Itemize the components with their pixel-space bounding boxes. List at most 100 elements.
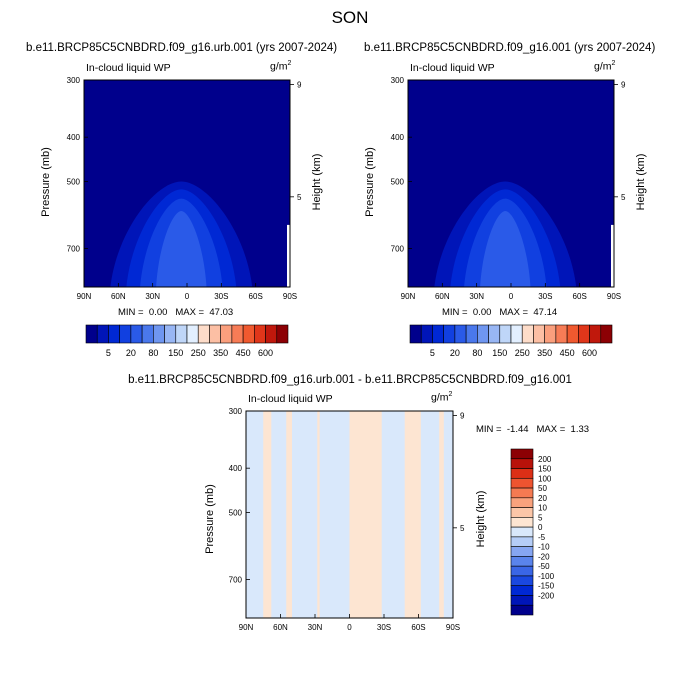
panel-3-colorbar-box <box>510 448 534 460</box>
panel-1-units-base: g/m <box>270 60 288 73</box>
panel-3-colorbar-box <box>510 526 534 538</box>
panel-3-colorbar-box <box>510 595 534 606</box>
panel-1-colorbar-box <box>254 324 266 344</box>
panel-1-colorbar-label: 250 <box>191 348 206 358</box>
panel-3-colorbar-box <box>510 546 534 557</box>
panel-3-colorbar-box <box>510 585 534 596</box>
panel-3-positive-band <box>439 411 444 618</box>
panel-1-ytick-label: 500 <box>67 178 81 187</box>
panel-1-units-exp: 2 <box>287 60 292 67</box>
panel-2-xtick-label: 30N <box>469 292 484 301</box>
panel-1-colorbar-box <box>242 324 255 344</box>
panel-2-colorbar-box <box>578 324 590 344</box>
panel-3-positive-band <box>317 411 320 618</box>
panel-1-max: 47.03 <box>209 307 234 318</box>
panel-2-colorbar-label: 600 <box>582 348 597 358</box>
panel-1-min-label: MIN = <box>118 307 144 318</box>
panel-3-units-exp: 2 <box>448 391 453 398</box>
panel-1-colorbar-box <box>130 324 143 344</box>
panel-2-colorbar-label: 80 <box>472 348 482 358</box>
panel-2-xtick-label: 90N <box>401 292 416 301</box>
panel-2-colorbar-box <box>488 324 501 344</box>
panel-3-colorbar-box <box>510 604 534 616</box>
panel-1-colorbar-label: 150 <box>168 348 183 358</box>
panel-3-colorbar-label: -20 <box>538 552 550 561</box>
panel-1-xtick-label: 0 <box>185 292 190 301</box>
panel-1-variable: In-cloud liquid WP <box>86 62 171 74</box>
panel-2-ytick-label: 700 <box>391 244 405 253</box>
panel-3-ytick-right-label: 5 <box>460 524 465 533</box>
panel-3-colorbar-box <box>510 556 534 567</box>
panel-3-variable: In-cloud liquid WP <box>248 393 333 405</box>
panel-1-colorbar-box <box>164 324 177 344</box>
panel-2-xtick-label: 30S <box>538 292 552 301</box>
panel-3-colorbar-label: 5 <box>538 513 543 522</box>
panel-1-colorbar-box <box>265 324 278 344</box>
panel-3-colorbar-box <box>510 536 534 547</box>
panel-3-colorbar-label: -5 <box>538 533 546 542</box>
panel-3-ytick-label: 500 <box>229 509 243 518</box>
panel-3-ytick-label: 300 <box>229 407 243 416</box>
panel-3-xtick-label: 90N <box>239 623 254 632</box>
panel-1-colorbar-box <box>153 324 165 344</box>
panel-1-missing-data <box>287 224 290 287</box>
panel-3-minmax: MIN = -1.44 MAX = 1.33 <box>476 424 589 435</box>
panel-3-ytick-label: 400 <box>229 464 243 473</box>
panel-1-colorbar-label: 350 <box>213 348 228 358</box>
panel-3-positive-band <box>404 411 421 618</box>
panel-1-ytick-right-label: 5 <box>297 193 302 202</box>
panel-1-colorbar-label: 5 <box>106 348 111 358</box>
panel-2-colorbar-label: 5 <box>430 348 435 358</box>
panel-2-max-label: MAX = <box>499 307 529 318</box>
panel-2-units: g/m2 <box>594 60 615 73</box>
panel-1-colorbar-label: 450 <box>236 348 251 358</box>
panel-2-colorbar-box <box>409 324 422 344</box>
panel-1-xtick-label: 60S <box>249 292 263 301</box>
panel-3-colorbar-label: 20 <box>538 494 547 503</box>
panel-2-colorbar-box <box>432 324 444 344</box>
panel-3-units-base: g/m <box>431 391 449 404</box>
panel-2-colorbar-label: 150 <box>492 348 507 358</box>
panel-2-ytick-label: 400 <box>391 133 405 142</box>
panel-2-missing-data <box>611 224 614 287</box>
panel-3-xtick-label: 30S <box>377 623 391 632</box>
panel-2-colorbar-box <box>499 324 512 344</box>
panel-1-xtick-label: 90N <box>77 292 92 301</box>
panel-2-xtick-label: 60N <box>435 292 450 301</box>
panel-2-colorbar-box <box>454 324 467 344</box>
panel-2-xtick-label: 0 <box>509 292 514 301</box>
panel-3-colorbar-box <box>510 517 534 528</box>
panel-2-max: 47.14 <box>533 307 558 318</box>
panel-3-colorbar-box <box>510 458 534 469</box>
panel-3-min-label: MIN = <box>476 424 502 435</box>
panel-1-colorbar-box <box>108 324 120 344</box>
panel-2-colorbar-box <box>555 324 568 344</box>
panel-1-colorbar-box <box>175 324 188 344</box>
panel-1-ytick-right-label: 9 <box>297 81 302 90</box>
panel-3-xtick-label: 90S <box>446 623 460 632</box>
panel-3-ytick-right-label: 9 <box>460 412 465 421</box>
panel-3-xtick-label: 30N <box>308 623 323 632</box>
panel-1-colorbar-box <box>220 324 233 344</box>
panel-2-ytick-label: 500 <box>391 178 405 187</box>
panel-1-xtick-label: 30N <box>145 292 160 301</box>
panel-3-xtick-label: 0 <box>347 623 352 632</box>
panel-2-colorbar-box <box>510 324 523 344</box>
panel-2-units-exp: 2 <box>611 60 616 67</box>
panel-3-colorbar-label: -50 <box>538 562 550 571</box>
panel-3-xtick-label: 60S <box>411 623 425 632</box>
panel-2-title: b.e11.BRCP85C5CNBDRD.f09_g16.001 (yrs 20… <box>364 42 656 54</box>
panel-3-xtick-label: 60N <box>273 623 288 632</box>
panel-3-colorbar-label: 150 <box>538 465 552 474</box>
panel-3-colorbar-box <box>510 477 534 489</box>
panel-3-colorbar-label: -150 <box>538 582 555 591</box>
panel-3-colorbar-label: 100 <box>538 474 552 483</box>
panel-3-units: g/m2 <box>431 391 452 404</box>
panel-2-colorbar-box <box>443 324 456 344</box>
panel-1-colorbar-label: 20 <box>126 348 136 358</box>
panel-2-colorbar-box <box>533 324 545 344</box>
panel-3-ytick-label: 700 <box>229 575 243 584</box>
panel-3-colorbar-label: -200 <box>538 591 555 600</box>
panel-2-units-base: g/m <box>594 60 612 73</box>
panel-1-colorbar-box <box>186 324 199 344</box>
